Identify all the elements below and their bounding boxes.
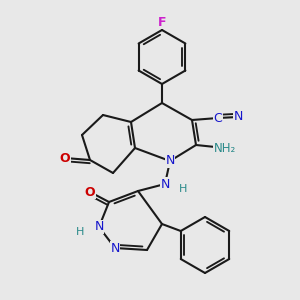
Text: O: O <box>60 152 70 164</box>
Text: N: N <box>233 110 243 124</box>
Text: C: C <box>214 112 222 124</box>
Text: N: N <box>160 178 170 190</box>
Text: N: N <box>165 154 175 167</box>
Text: F: F <box>158 16 166 28</box>
Text: H: H <box>76 227 84 237</box>
Text: NH₂: NH₂ <box>214 142 236 154</box>
Text: O: O <box>85 185 95 199</box>
Text: H: H <box>179 184 187 194</box>
Text: N: N <box>94 220 104 233</box>
Text: N: N <box>110 242 120 254</box>
